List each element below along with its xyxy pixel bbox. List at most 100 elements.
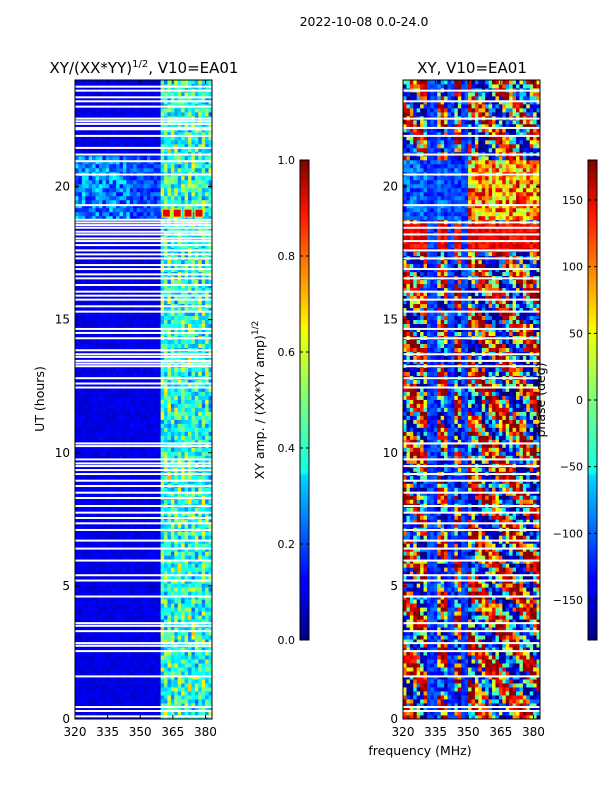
amplitude-cell: [153, 651, 158, 656]
amplitude-cell: [174, 427, 179, 432]
amplitude-cell: [98, 519, 103, 524]
amplitude-cell: [177, 423, 182, 428]
amplitude-cell: [191, 663, 196, 668]
amplitude-cell: [81, 695, 86, 700]
amplitude-cell: [170, 431, 175, 436]
amplitude-cell: [129, 591, 134, 596]
amplitude-cell: [136, 543, 141, 548]
amplitude-cell: [109, 611, 114, 616]
amplitude-cell: [75, 319, 79, 325]
amplitude-cell: [160, 507, 165, 512]
amplitude-cell: [160, 615, 165, 620]
amplitude-cell: [78, 367, 83, 372]
amplitude-cell: [116, 371, 120, 376]
amplitude-cell: [75, 551, 79, 556]
amplitude-cell: [157, 423, 162, 428]
amplitude-cell: [133, 507, 138, 512]
amplitude-cell: [160, 667, 165, 672]
amplitude-cell: [188, 695, 192, 700]
amplitude-cell: [184, 647, 189, 652]
amplitude-cell: [78, 535, 83, 540]
amplitude-cell: [109, 411, 114, 416]
amplitude-cell: [78, 619, 83, 624]
amplitude-cell: [92, 323, 96, 329]
amplitude-cell: [153, 695, 158, 700]
amplitude-cell: [116, 499, 120, 504]
amplitude-cell: [201, 555, 206, 560]
amplitude-cell: [98, 659, 103, 664]
amplitude-cell: [122, 627, 127, 632]
amplitude-cell: [146, 611, 151, 616]
amplitude-cell: [88, 407, 93, 412]
amplitude-cell: [164, 691, 168, 696]
amplitude-cell: [136, 403, 141, 408]
amplitude-cell: [136, 671, 141, 676]
amplitude-cell: [129, 519, 134, 524]
amplitude-cell: [140, 535, 144, 540]
amplitude-cell: [140, 615, 144, 620]
amplitude-cell: [177, 279, 182, 285]
amplitude-cell: [105, 447, 110, 452]
amplitude-cell: [170, 499, 175, 504]
amplitude-cell: [116, 647, 120, 652]
amplitude-cell: [146, 535, 151, 540]
amplitude-cell: [184, 691, 189, 696]
amplitude-cell: [78, 319, 83, 325]
amplitude-cell: [92, 367, 96, 372]
amplitude-cell: [129, 407, 134, 412]
amplitude-cell: [150, 659, 155, 664]
amplitude-cell: [160, 259, 165, 265]
amplitude-cell: [174, 615, 179, 620]
amplitude-cell: [194, 555, 199, 560]
amplitude-cell: [205, 371, 209, 376]
amplitude-cell: [81, 563, 86, 568]
amplitude-cell: [164, 591, 168, 596]
amplitude-cell: [88, 567, 93, 572]
amplitude-cell: [109, 339, 114, 344]
amplitude-cell: [75, 431, 79, 436]
amplitude-cell: [198, 563, 203, 568]
amplitude-cell: [205, 403, 209, 408]
amplitude-cell: [88, 531, 93, 536]
amplitude-cell: [102, 711, 107, 716]
amplitude-cell: [150, 631, 155, 636]
amplitude-cell: [116, 475, 120, 480]
amplitude-cell: [119, 695, 124, 700]
amplitude-cell: [153, 391, 158, 396]
amplitude-cell: [95, 571, 100, 576]
amplitude-cell: [129, 683, 134, 688]
amplitude-cell: [201, 399, 206, 404]
amplitude-cell: [126, 555, 131, 560]
amplitude-cell: [164, 475, 168, 480]
amplitude-cell: [188, 607, 192, 612]
amplitude-cell: [88, 591, 93, 596]
amplitude-cell: [102, 551, 107, 556]
amplitude-cell: [126, 507, 131, 512]
amplitude-cell: [78, 523, 83, 528]
amplitude-cell: [153, 403, 158, 408]
amplitude-title-suffix: , V10=EA01: [148, 59, 238, 77]
amplitude-cell: [126, 659, 131, 664]
amplitude-cell: [191, 427, 196, 432]
amplitude-cell: [160, 523, 165, 528]
amplitude-cell: [184, 447, 189, 452]
amplitude-cell: [126, 635, 131, 640]
amplitude-cell: [170, 475, 175, 480]
amplitude-cell: [160, 367, 165, 372]
amplitude-cell: [85, 403, 90, 408]
amplitude-cell: [119, 543, 124, 548]
amplitude-cell: [167, 695, 172, 700]
amplitude-cell: [160, 707, 165, 712]
amplitude-cell: [109, 651, 114, 656]
amplitude-cell: [119, 499, 124, 504]
amplitude-cell: [81, 583, 86, 588]
amplitude-cell: [164, 651, 168, 656]
amplitude-cell: [191, 423, 196, 428]
amplitude-cell: [129, 575, 134, 580]
amplitude-cell: [88, 519, 93, 524]
amplitude-cell: [177, 367, 182, 372]
amplitude-cell: [167, 651, 172, 656]
amplitude-cell: [85, 431, 90, 436]
amplitude-cell: [105, 391, 110, 396]
amplitude-cell: [92, 555, 96, 560]
